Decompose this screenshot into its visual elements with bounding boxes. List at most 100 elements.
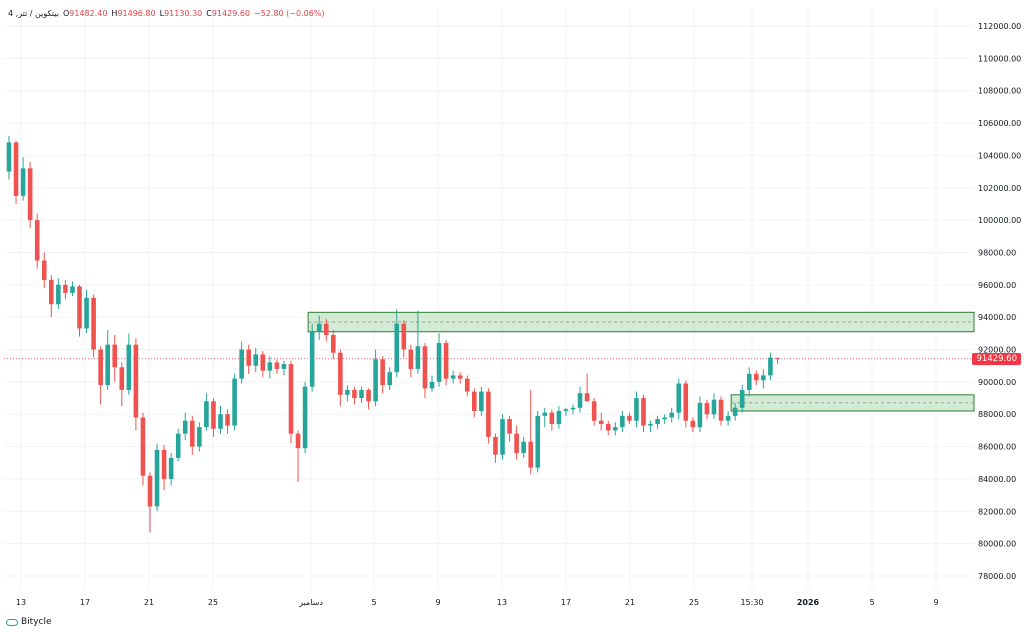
y-tick-label: 94000.00 <box>978 313 1016 322</box>
candle <box>27 161 33 229</box>
x-tick-label: 25 <box>689 598 699 607</box>
candle <box>493 433 498 463</box>
y-tick-label: 110000.00 <box>978 54 1021 63</box>
x-tick-label: 21 <box>144 598 154 607</box>
y-tick-label: 112000.00 <box>978 22 1021 31</box>
price-axis[interactable]: 78000.00 80000.00 82000.00 84000.00 86000.00… <box>978 22 1021 581</box>
candle <box>704 399 710 420</box>
candle <box>669 407 674 423</box>
candle <box>591 398 597 426</box>
candle <box>41 252 47 289</box>
symbol-name: 4 ,بيتكوين / تتر <box>8 9 59 18</box>
candle <box>514 425 519 460</box>
y-tick-label: 96000.00 <box>978 281 1016 290</box>
candle <box>464 375 470 397</box>
x-tick-label: 13 <box>16 598 26 607</box>
candle <box>225 409 230 434</box>
candle <box>288 360 294 444</box>
y-tick-label: 102000.00 <box>978 184 1021 193</box>
candle <box>232 373 237 431</box>
symbol-legend[interactable]: 4 ,بيتكوين / تتر O91482.40 H91496.80 L91… <box>8 9 325 18</box>
x-tick-label: 9 <box>933 598 938 607</box>
candle <box>697 396 703 433</box>
candle <box>246 344 251 374</box>
candle <box>641 394 646 433</box>
candle <box>56 278 61 310</box>
candle <box>140 412 146 486</box>
y-tick-label: 88000.00 <box>978 410 1016 419</box>
candle <box>70 281 75 297</box>
open-value: O91482.40 <box>62 9 108 18</box>
candle <box>577 386 583 413</box>
candle <box>13 140 19 204</box>
candle <box>486 388 491 444</box>
candle <box>620 411 625 433</box>
candle <box>281 360 287 376</box>
y-tick-label: 98000.00 <box>978 248 1016 257</box>
candle <box>549 409 555 431</box>
candle <box>775 357 780 364</box>
x-tick-label: 17 <box>561 598 571 607</box>
candle <box>147 472 153 533</box>
candle <box>380 356 385 394</box>
candle <box>175 428 181 462</box>
y-tick-label: 106000.00 <box>978 119 1021 128</box>
candle <box>91 294 96 358</box>
candle <box>154 443 160 512</box>
watermark: Bitycle <box>6 617 52 627</box>
candle <box>676 378 682 420</box>
candle <box>732 402 738 421</box>
candle <box>49 275 54 318</box>
candle <box>563 407 569 416</box>
low-value: L91130.30 <box>159 9 203 18</box>
candle <box>422 343 428 399</box>
candle <box>204 393 209 431</box>
candle <box>63 279 68 300</box>
candle <box>690 417 696 433</box>
candle <box>323 318 329 342</box>
candle <box>739 385 745 413</box>
bitycle-logo-icon <box>6 618 18 626</box>
x-tick-label: 21 <box>625 598 635 607</box>
candle <box>331 330 336 360</box>
candle <box>500 414 505 460</box>
x-tick-label: 5 <box>371 598 376 607</box>
candle <box>613 422 618 436</box>
candle <box>634 391 639 428</box>
candle <box>387 367 392 390</box>
candle <box>316 315 322 340</box>
candle <box>77 284 82 337</box>
candle <box>542 407 548 428</box>
x-tick-label: 17 <box>80 598 90 607</box>
zones <box>307 311 975 412</box>
y-tick-label: 92000.00 <box>978 346 1016 355</box>
candle <box>295 430 301 483</box>
candle <box>598 412 604 431</box>
candle <box>584 373 590 402</box>
last-price-tag: 91429.60 <box>972 352 1021 365</box>
y-tick-label: 104000.00 <box>978 151 1021 160</box>
x-tick-label: 13 <box>497 598 507 607</box>
y-tick-label: 82000.00 <box>978 507 1016 516</box>
time-axis[interactable]: 13 17 21 25 دسامبر 5 9 13 17 21 25 15:30 2026 5 9 <box>16 598 939 607</box>
candle <box>472 388 477 418</box>
y-tick-label: 108000.00 <box>978 87 1021 96</box>
candle <box>662 414 667 424</box>
candle <box>443 339 449 386</box>
y-tick-label: 86000.00 <box>978 443 1016 452</box>
chart-grid <box>4 8 974 590</box>
candle <box>408 344 414 378</box>
candle <box>211 398 216 437</box>
x-tick-label: 2026 <box>797 598 820 607</box>
candle <box>528 389 533 475</box>
candle <box>352 386 357 405</box>
candle <box>20 157 26 201</box>
candle <box>197 422 202 452</box>
candle <box>761 368 766 389</box>
candle <box>338 349 343 407</box>
x-tick-label: 9 <box>435 598 440 607</box>
candle <box>373 349 378 407</box>
candle <box>161 444 167 491</box>
x-tick-label: 25 <box>208 598 218 607</box>
